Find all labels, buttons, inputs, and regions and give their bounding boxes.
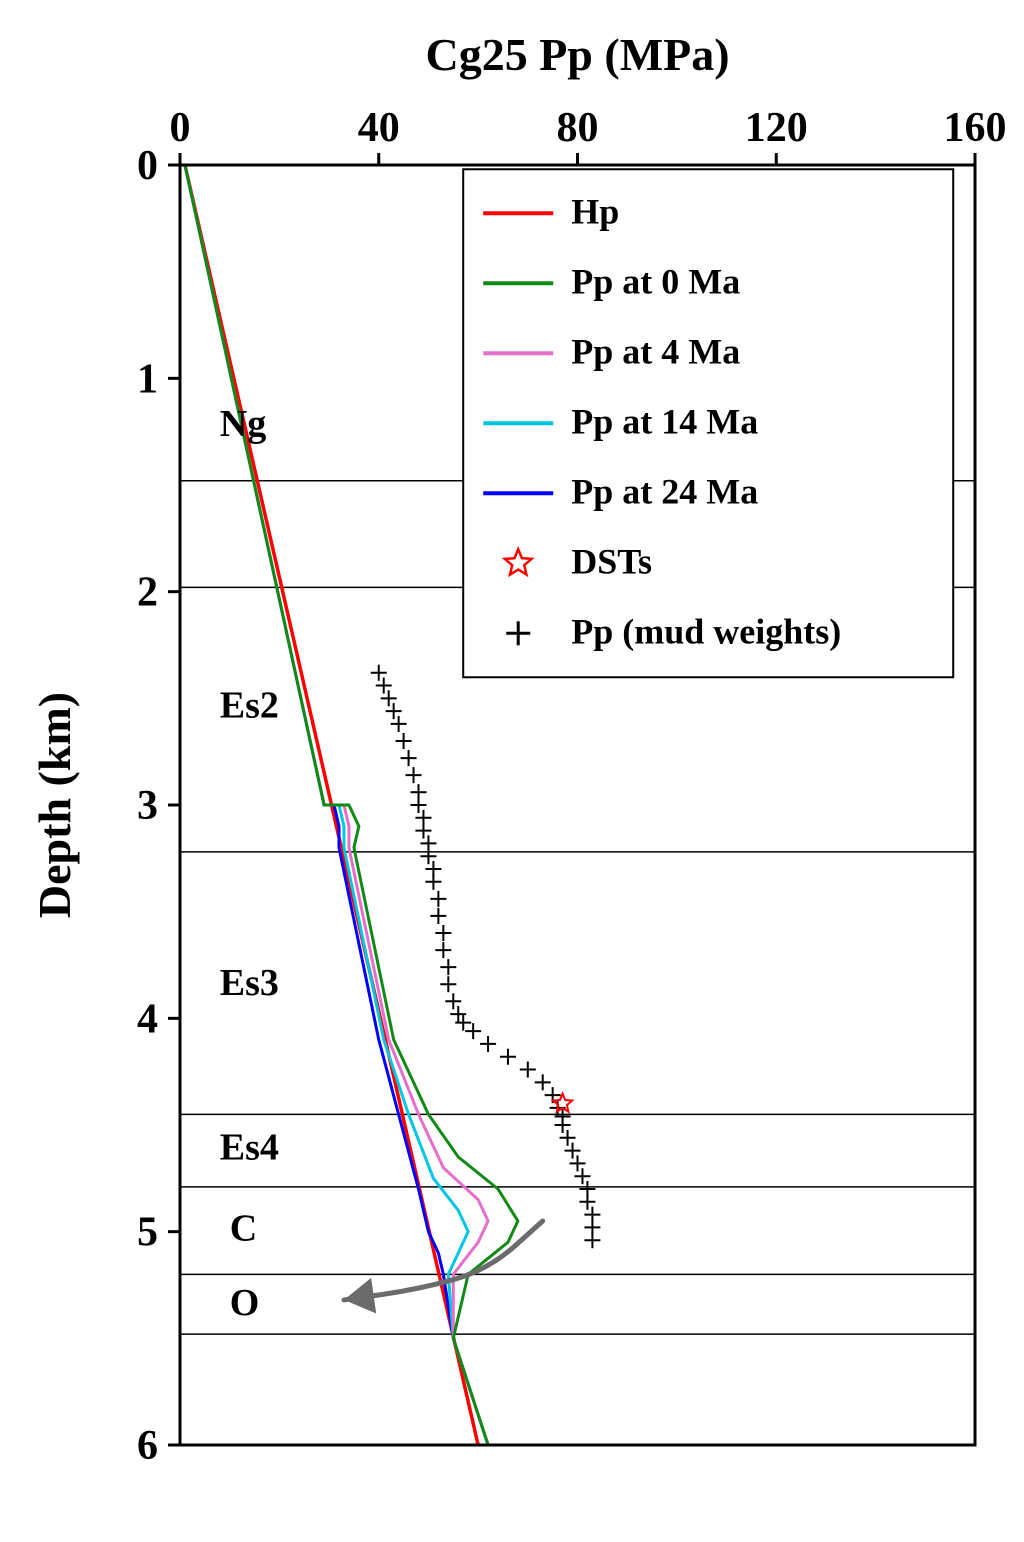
y-tick-label: 2 (137, 570, 158, 616)
strat-label: Es2 (220, 685, 279, 727)
legend-label: Pp at 4 Ma (571, 332, 740, 372)
legend-label: Hp (571, 192, 619, 232)
legend-label: DSTs (571, 542, 652, 582)
strat-label: Es3 (220, 962, 279, 1004)
chart-title: Cg25 Pp (MPa) (425, 29, 729, 80)
strat-label: Ng (220, 403, 266, 445)
x-tick-label: 80 (557, 105, 599, 151)
y-tick-label: 1 (137, 356, 158, 402)
y-tick-label: 4 (137, 996, 158, 1042)
legend-label: Pp at 14 Ma (571, 402, 758, 442)
depth-pressure-chart: Cg25 Pp (MPa) Depth (km) 0 40 80 120 160 0 1 2 3 4 5… (0, 0, 1024, 1542)
y-tick-label: 5 (137, 1210, 158, 1256)
strat-label: C (230, 1207, 257, 1249)
strat-label: O (230, 1282, 260, 1324)
legend: Hp Pp at 0 Ma Pp at 4 Ma Pp at 14 Ma Pp at 2… (463, 169, 953, 677)
legend-label: Pp (mud weights) (571, 612, 841, 652)
x-tick-label: 40 (358, 105, 400, 151)
y-tick-label: 6 (137, 1423, 158, 1469)
legend-label: Pp at 0 Ma (571, 262, 740, 302)
y-tick-label: 0 (137, 143, 158, 189)
strat-label: Es4 (220, 1126, 279, 1168)
legend-label: Pp at 24 Ma (571, 472, 758, 512)
x-tick-label: 120 (745, 105, 808, 151)
x-tick-label: 160 (944, 105, 1007, 151)
x-tick-label: 0 (170, 105, 191, 151)
y-axis-label: Depth (km) (29, 692, 80, 918)
y-tick-label: 3 (137, 783, 158, 829)
